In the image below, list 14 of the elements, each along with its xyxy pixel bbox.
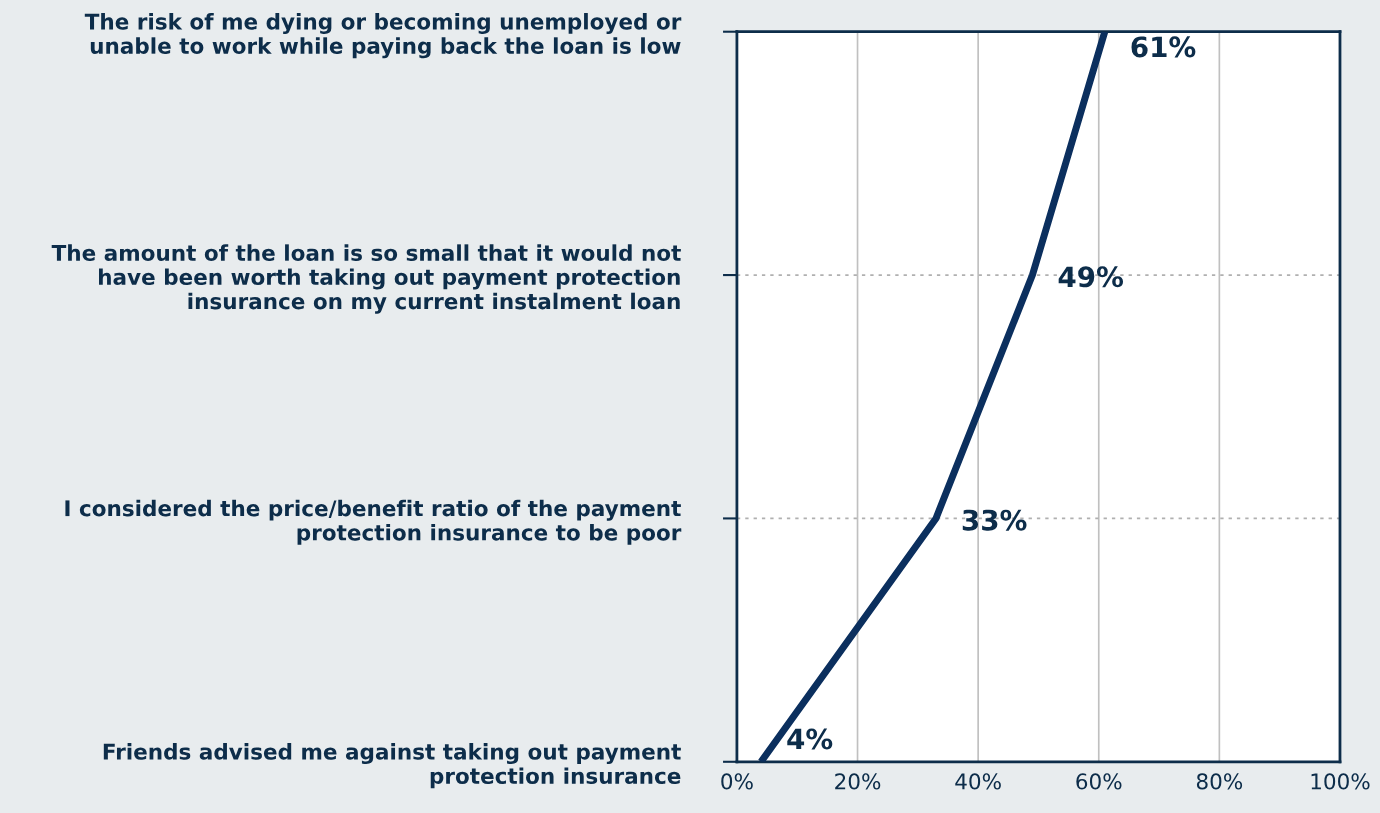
- data-label: 4%: [787, 728, 833, 750]
- y-tick-label: Friends advised me against taking out payment protection insurance: [103, 743, 681, 789]
- x-tick-label: 100%: [1311, 773, 1370, 790]
- x-tick-label: 60%: [1076, 773, 1122, 790]
- x-tick-label: 20%: [835, 773, 881, 790]
- data-label: 61%: [1131, 36, 1196, 58]
- x-tick-label: 80%: [1196, 773, 1243, 790]
- x-tick-label: 40%: [955, 773, 1001, 790]
- y-tick-label: The amount of the loan is so small that it would not have been worth taking out payment protection insurance on my current instalment loan: [51, 244, 681, 314]
- data-label: 33%: [962, 509, 1027, 531]
- data-label: 49%: [1058, 266, 1124, 288]
- y-tick-label: The risk of me dying or becoming unemployed or unable to work while paying back the loan is low: [84, 13, 682, 59]
- y-tick-label: I considered the price/benefit ratio of the payment protection insurance to be poor: [65, 499, 682, 545]
- x-tick-label: 0%: [721, 773, 753, 790]
